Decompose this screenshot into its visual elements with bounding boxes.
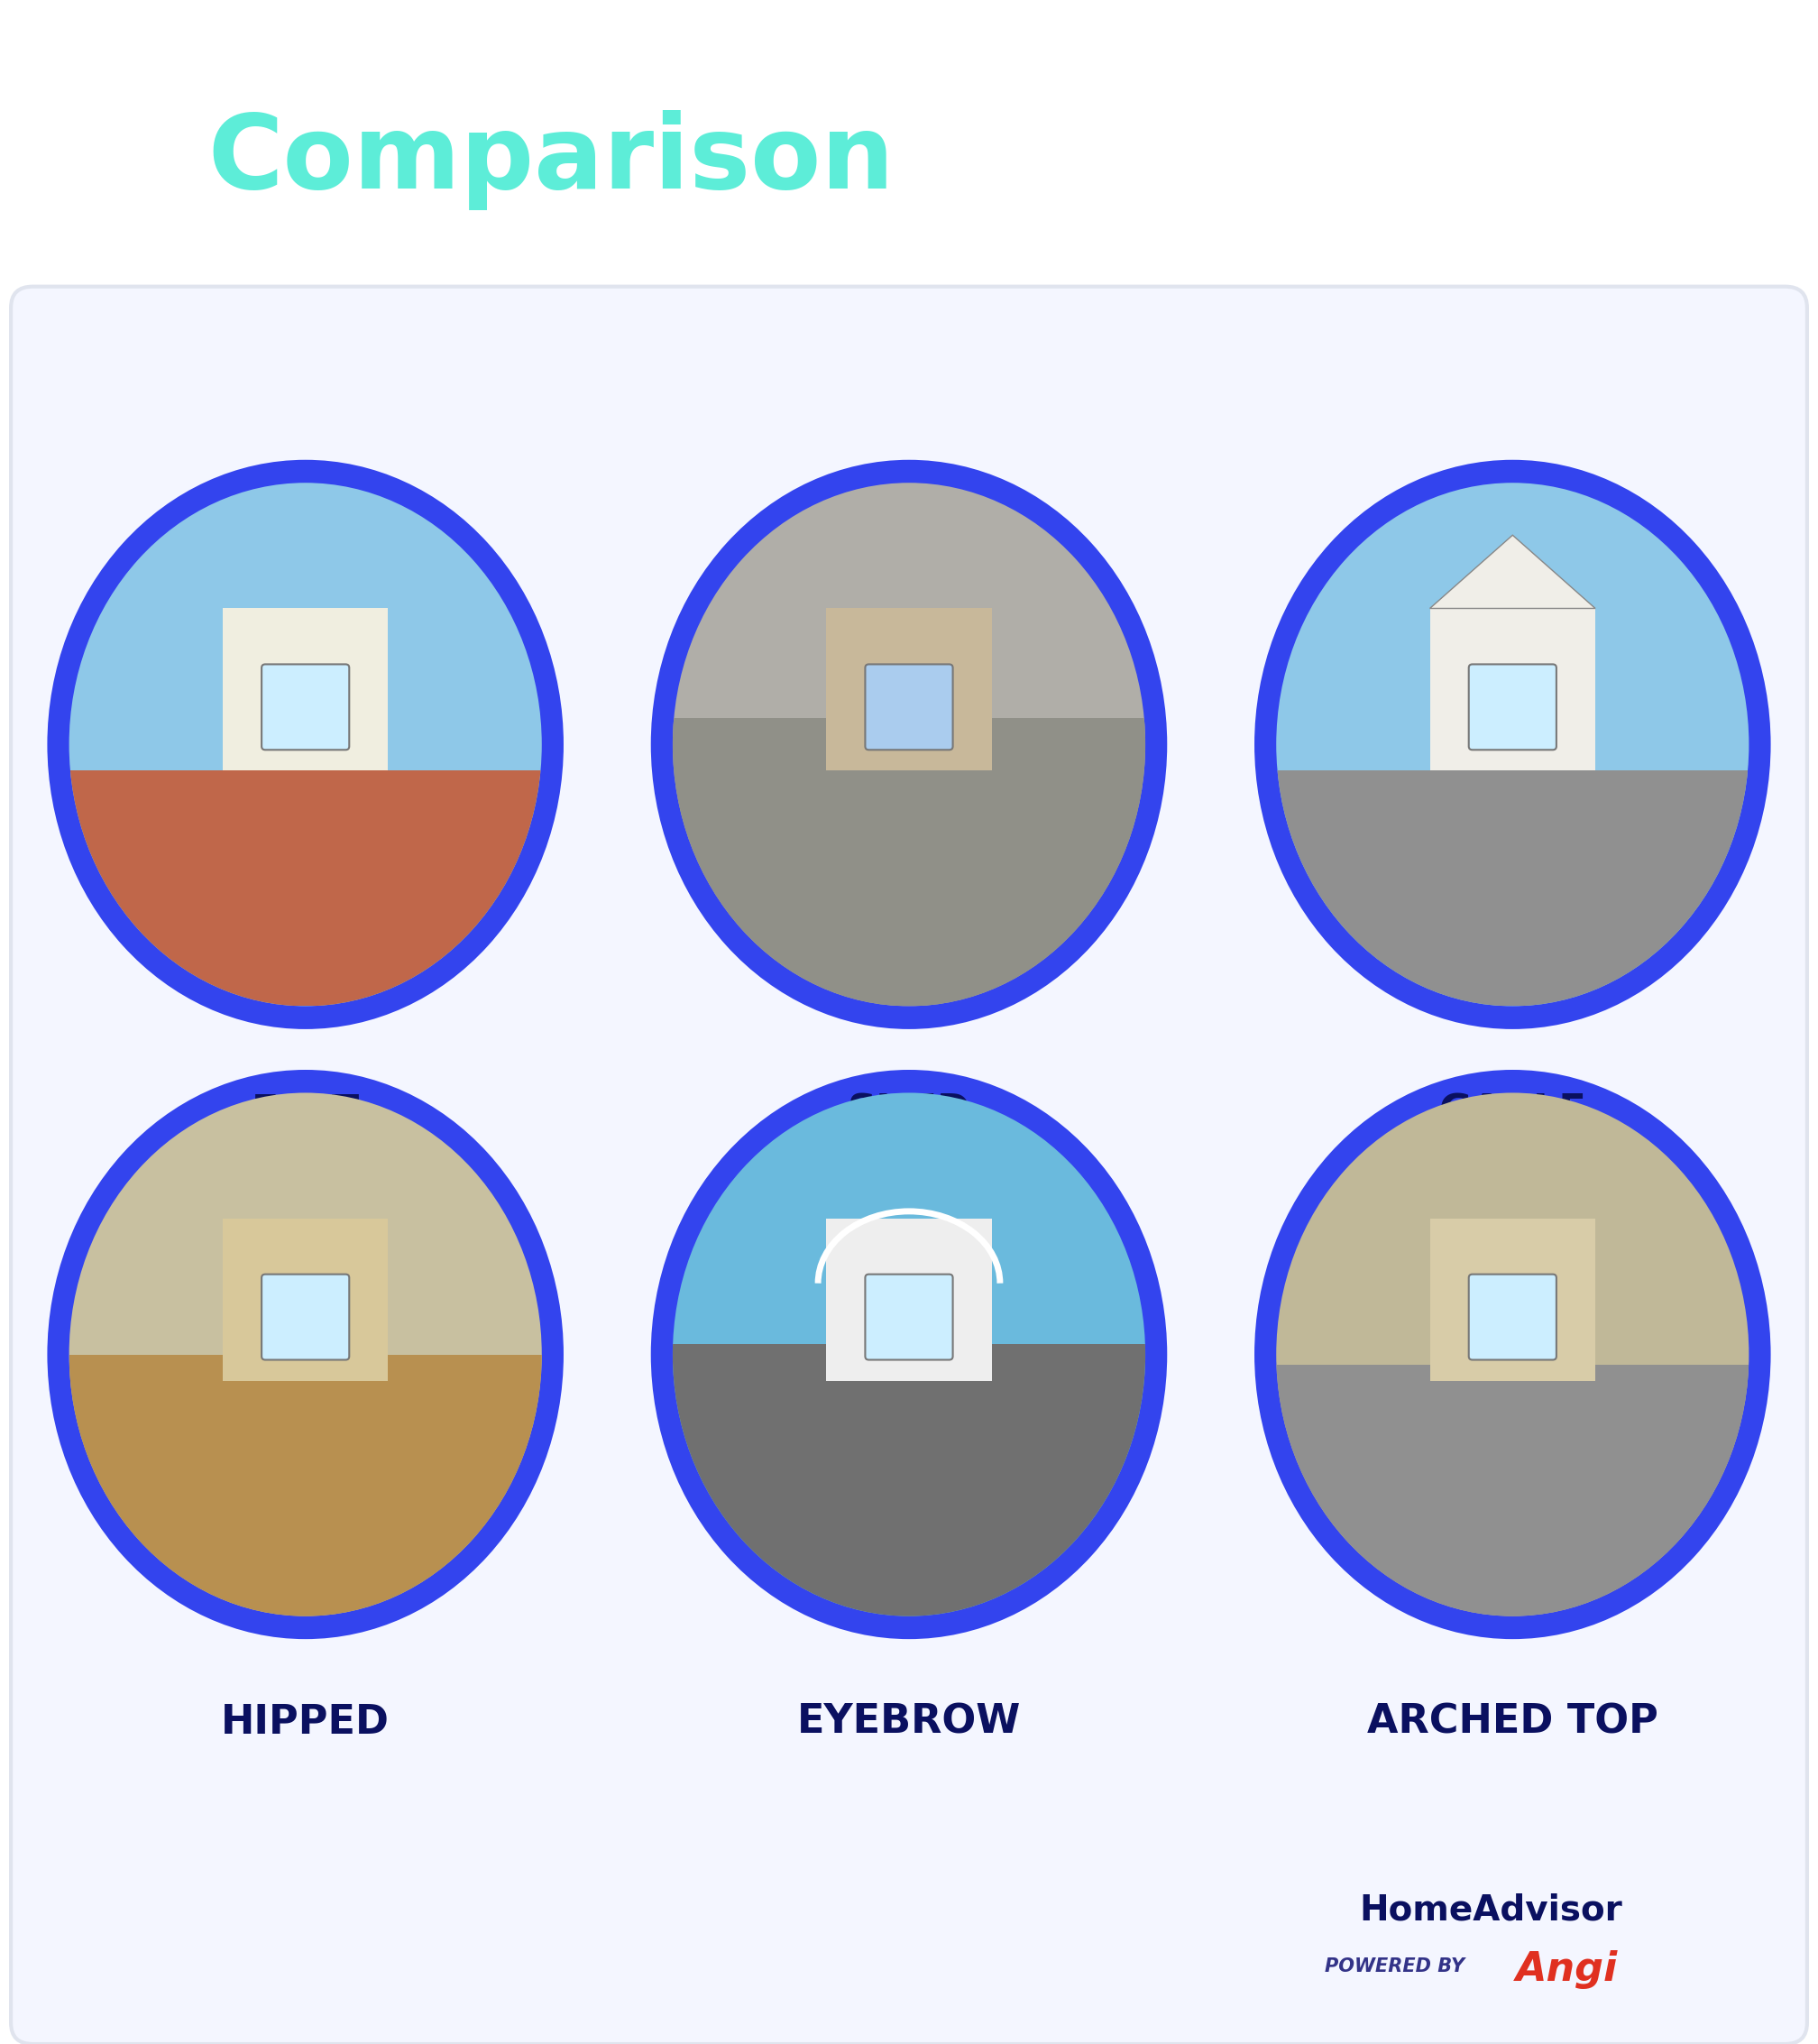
Bar — [69, 1355, 542, 1617]
Text: EYEBROW: EYEBROW — [796, 1703, 1022, 1741]
Bar — [825, 1218, 993, 1380]
Ellipse shape — [69, 482, 542, 1006]
Ellipse shape — [1254, 1069, 1771, 1639]
Ellipse shape — [1276, 1094, 1749, 1617]
Bar — [1276, 1365, 1749, 1617]
Bar — [224, 609, 389, 771]
FancyBboxPatch shape — [11, 286, 1807, 2044]
FancyBboxPatch shape — [262, 1273, 349, 1359]
Ellipse shape — [1276, 482, 1749, 1006]
Text: POWERED BY: POWERED BY — [1325, 1958, 1463, 1975]
Ellipse shape — [651, 460, 1167, 1028]
Ellipse shape — [1254, 460, 1771, 1028]
Text: HomeAdvisor: HomeAdvisor — [1360, 1893, 1622, 1927]
Text: of Dormer Types: of Dormer Types — [924, 110, 1818, 211]
FancyBboxPatch shape — [865, 1273, 953, 1359]
FancyBboxPatch shape — [1469, 664, 1556, 750]
Bar — [1429, 1218, 1596, 1380]
Polygon shape — [1429, 536, 1596, 609]
Ellipse shape — [47, 1069, 564, 1639]
Ellipse shape — [651, 1069, 1167, 1639]
Text: Comparison: Comparison — [207, 110, 894, 211]
Bar — [224, 1218, 389, 1380]
Ellipse shape — [673, 482, 1145, 1006]
FancyBboxPatch shape — [1469, 1273, 1556, 1359]
Bar — [673, 1345, 1145, 1617]
Text: FLAT: FLAT — [251, 1094, 360, 1132]
Bar — [1276, 771, 1749, 1006]
Bar — [673, 717, 1145, 1006]
FancyBboxPatch shape — [262, 664, 349, 750]
Bar — [825, 609, 993, 771]
Ellipse shape — [673, 1094, 1145, 1617]
Bar — [69, 771, 542, 1006]
FancyBboxPatch shape — [865, 664, 953, 750]
Ellipse shape — [69, 1094, 542, 1617]
Bar — [1429, 609, 1596, 771]
Text: HIPPED: HIPPED — [222, 1703, 389, 1741]
Text: GABLE: GABLE — [1438, 1094, 1587, 1132]
Text: Angi: Angi — [1516, 1950, 1618, 1989]
Text: SHED: SHED — [847, 1094, 971, 1132]
Ellipse shape — [47, 460, 564, 1028]
Text: ARCHED TOP: ARCHED TOP — [1367, 1703, 1658, 1741]
